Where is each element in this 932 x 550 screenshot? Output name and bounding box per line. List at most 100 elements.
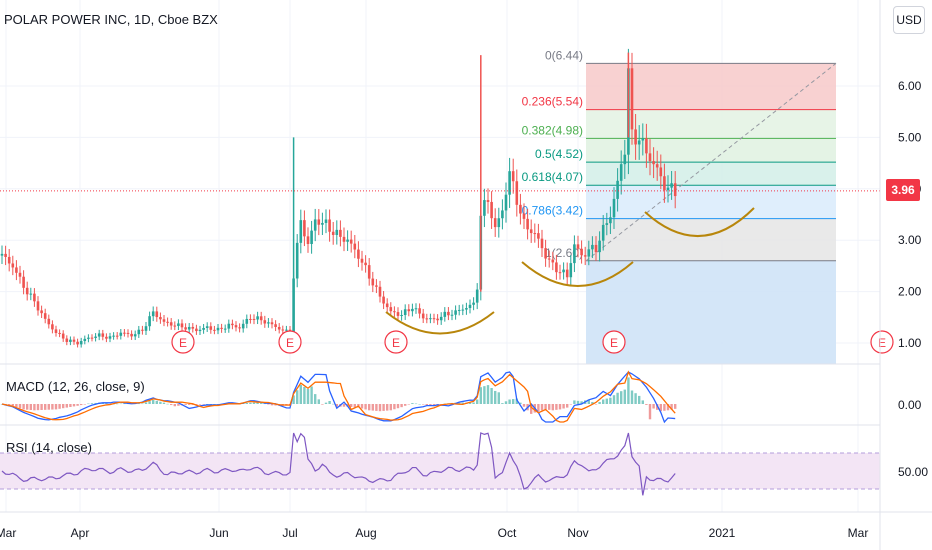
candle-body: [267, 322, 270, 324]
candle-body: [598, 240, 601, 253]
macd-histogram-bar: [602, 399, 605, 404]
candle-body: [648, 153, 652, 162]
macd-histogram-bar: [494, 390, 497, 404]
macd-histogram-bar: [512, 399, 515, 404]
macd-histogram-bar: [659, 404, 662, 412]
candle-body: [187, 326, 191, 330]
candle-body: [637, 140, 641, 145]
fib-level-label: 0.382(4.98): [522, 123, 583, 137]
macd-histogram-bar: [375, 404, 378, 411]
macd-histogram-bar: [58, 404, 61, 409]
fib-level-label: 0.618(4.07): [522, 170, 583, 184]
macd-histogram-bar: [627, 377, 630, 404]
macd-histogram-bar: [80, 404, 83, 406]
macd-histogram-bar: [411, 403, 414, 404]
candle-body: [256, 316, 259, 320]
candle-body: [519, 204, 522, 214]
earnings-marker[interactable]: [870, 330, 894, 354]
macd-histogram-bar: [515, 398, 518, 404]
candle-body: [565, 269, 569, 278]
macd-histogram-bar: [8, 404, 11, 406]
earnings-marker[interactable]: [171, 330, 195, 354]
macd-histogram-bar: [299, 384, 302, 404]
candle-body: [4, 253, 7, 257]
candle-body: [504, 194, 508, 211]
earnings-marker-label: E: [179, 336, 187, 350]
fib-zone: [586, 63, 836, 110]
macd-histogram-bar: [321, 404, 324, 405]
candle-body: [231, 323, 234, 326]
earnings-marker[interactable]: [602, 330, 626, 354]
cup-pattern-drawings[interactable]: [385, 207, 755, 335]
candle-body: [382, 296, 385, 304]
macd-histogram-bar: [94, 402, 97, 404]
candle-body: [137, 329, 141, 335]
candle-body: [155, 311, 159, 318]
macd-histogram-bar: [648, 404, 652, 420]
candle-body: [450, 314, 454, 316]
candle-body: [591, 244, 594, 250]
candle-body: [87, 337, 90, 339]
candle-body: [580, 248, 583, 256]
cup-arc[interactable]: [385, 311, 495, 335]
macd-histogram-bar: [292, 395, 295, 404]
candle-body: [83, 338, 87, 342]
price-tick-label: 6.00: [898, 79, 922, 93]
candle-body: [7, 256, 11, 264]
macd-histogram-bar: [40, 404, 43, 410]
candle-body: [454, 310, 457, 315]
macd-histogram-bar: [90, 403, 94, 404]
candle-body: [497, 218, 501, 228]
candle-body: [299, 220, 303, 243]
time-tick-label: Mar: [848, 526, 869, 540]
candle-body: [612, 198, 616, 218]
macd-histogram-bar: [245, 402, 248, 404]
earnings-marker[interactable]: [384, 330, 408, 354]
candle-body: [346, 239, 349, 242]
rsi-tick-label: 50.00: [898, 465, 928, 479]
macd-histogram-bar: [519, 402, 522, 404]
macd-histogram-bar: [249, 402, 252, 404]
candle-body: [551, 259, 555, 263]
time-tick-label: Apr: [71, 526, 90, 540]
candle-body: [245, 318, 249, 324]
candle-body: [227, 323, 231, 329]
earnings-marker[interactable]: [278, 330, 302, 354]
candle-body: [645, 138, 648, 154]
candle-body: [349, 239, 353, 244]
macd-histogram-bar: [497, 392, 500, 404]
time-axis[interactable]: Mar Apr Jun Jul Aug Oct Nov 2021 Mar: [0, 526, 868, 540]
candle-body: [468, 304, 472, 309]
symbol-title[interactable]: POLAR POWER INC, 1D, Cboe BZX: [4, 12, 218, 27]
candle-body: [486, 200, 490, 202]
candle-body: [490, 201, 493, 219]
cup-arc[interactable]: [521, 261, 634, 287]
price-tick-label: 2.00: [898, 285, 922, 299]
candle-body: [40, 310, 43, 314]
macd-histogram-bar: [591, 401, 594, 404]
macd-histogram-bar: [116, 403, 119, 405]
candle-body: [641, 138, 645, 141]
candle-body: [94, 336, 97, 338]
macd-histogram-bar: [206, 404, 209, 405]
macd-histogram-bar: [576, 400, 580, 404]
macd-histogram-bar: [260, 402, 263, 404]
macd-histogram-bar: [638, 395, 641, 404]
macd-histogram-bar: [479, 387, 482, 404]
cup-arc[interactable]: [644, 207, 755, 237]
macd-histogram-bar: [396, 404, 400, 409]
candle-body: [274, 324, 277, 327]
macd-legend[interactable]: MACD (12, 26, close, 9): [6, 379, 145, 394]
rsi-legend[interactable]: RSI (14, close): [6, 440, 92, 455]
candle-body: [623, 154, 627, 165]
candle-body: [317, 219, 321, 225]
fibonacci-retracement[interactable]: 0(6.44) 0.236(5.54) 0.382(4.98) 0.5(4.52) 0.…: [522, 48, 837, 364]
candle-body: [51, 324, 54, 330]
macd-histogram-bar: [310, 386, 313, 404]
currency-button[interactable]: USD: [893, 6, 925, 34]
candle-body: [184, 327, 187, 330]
candle-body: [339, 229, 342, 237]
